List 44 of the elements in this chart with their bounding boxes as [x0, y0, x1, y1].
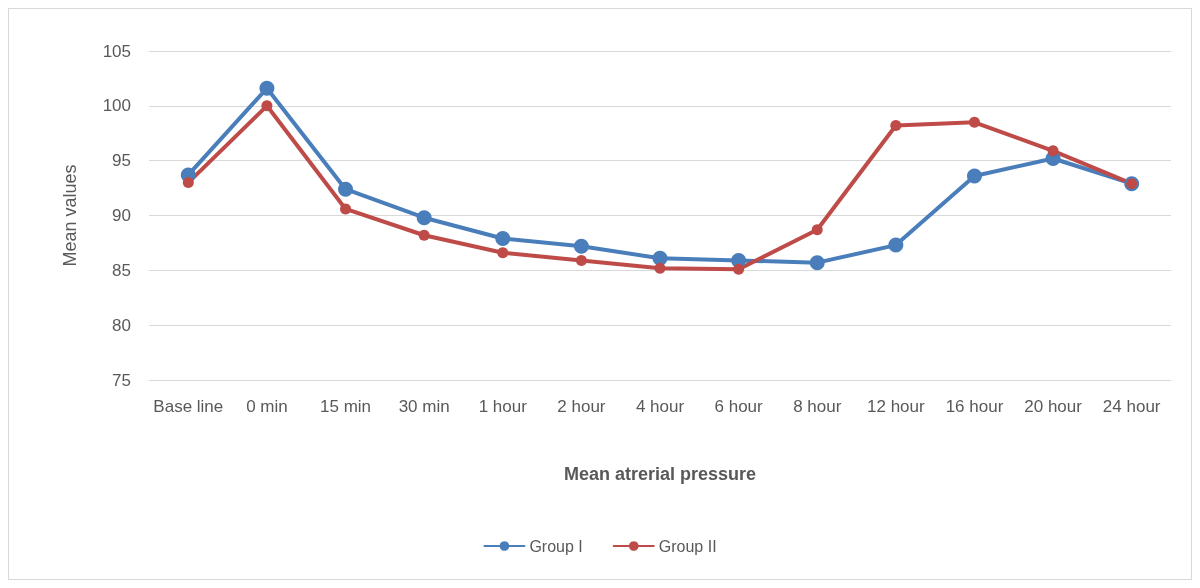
x-tick-label: 12 hour [867, 397, 926, 416]
x-tick-label: 15 min [320, 397, 372, 416]
y-tick-label: 105 [102, 41, 131, 61]
point [890, 120, 902, 132]
point [340, 203, 352, 215]
x-tick-label: 20 hour [1024, 397, 1083, 416]
x-tick-label: 1 hour [478, 397, 528, 416]
y-tick-label: 80 [112, 315, 131, 335]
point [497, 247, 509, 259]
point [259, 80, 275, 96]
point [416, 210, 432, 226]
x-tick-label: 0 min [246, 397, 288, 416]
point [418, 229, 430, 241]
x-tick-label: 30 min [398, 397, 450, 416]
y-axis-title: Mean values [60, 164, 80, 267]
point [182, 177, 194, 189]
point [573, 238, 589, 254]
point [338, 181, 354, 197]
point [888, 237, 904, 253]
y-tick-label: 85 [112, 260, 131, 280]
x-tick-label: 24 hour [1102, 397, 1161, 416]
y-tick-label: 95 [112, 151, 131, 171]
x-tick-label: 4 hour [635, 397, 685, 416]
point [1047, 145, 1059, 157]
y-tick-label: 90 [112, 206, 131, 225]
x-tick-label: 6 hour [714, 397, 764, 416]
x-tick-label: 8 hour [793, 397, 842, 416]
point [575, 254, 587, 266]
x-tick-label: 2 hour [557, 397, 606, 416]
y-tick-label: 100 [102, 96, 131, 116]
point [966, 168, 982, 184]
point [968, 116, 980, 128]
point [733, 263, 745, 275]
x-tick-label: 16 hour [945, 397, 1004, 416]
point [261, 100, 273, 112]
point [495, 231, 511, 247]
legend-label: Group I [529, 537, 583, 555]
point [809, 255, 825, 271]
y-tick-label: 75 [112, 370, 131, 390]
x-axis-title: Mean atrerial pressure [563, 464, 757, 484]
point [654, 262, 666, 274]
legend-label: Group II [658, 537, 717, 555]
x-tick-label: Base line [153, 397, 224, 416]
point [811, 224, 823, 236]
